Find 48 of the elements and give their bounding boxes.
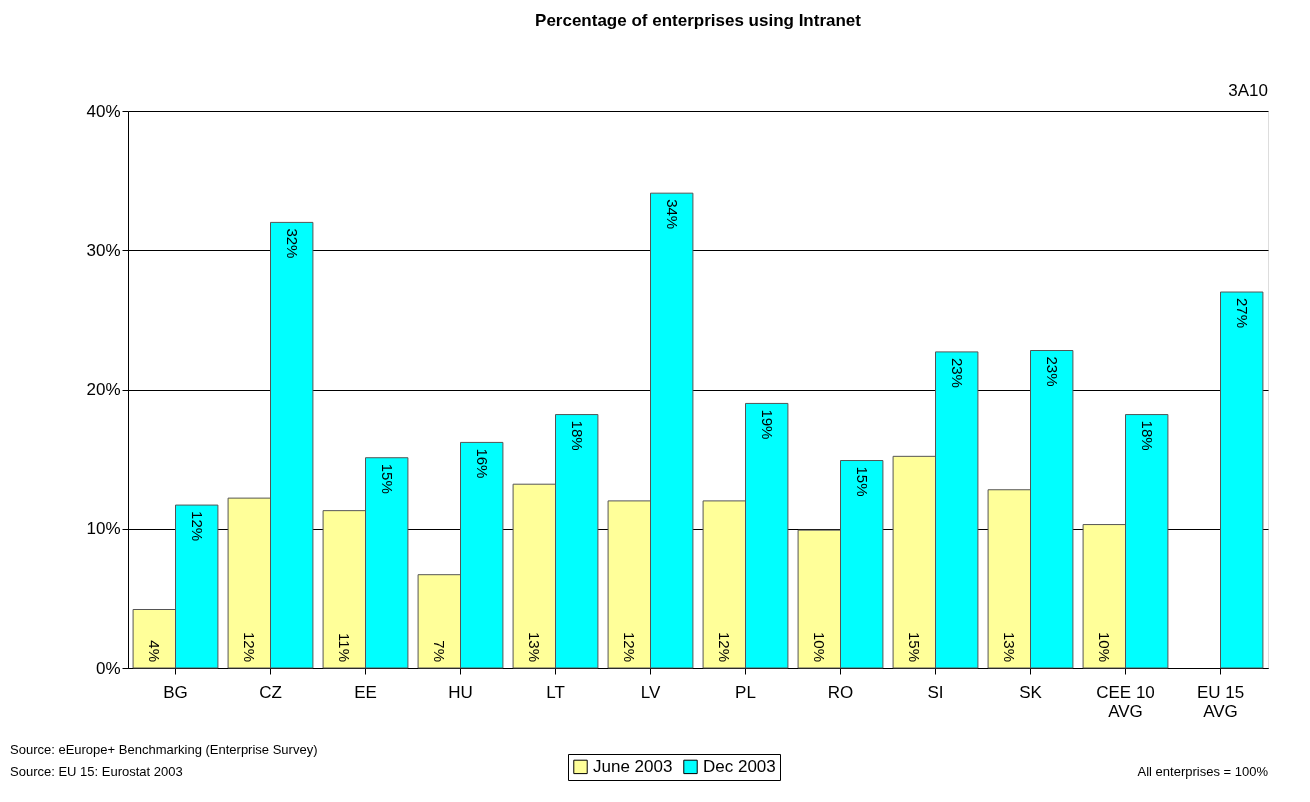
source-note: Source: eEurope+ Benchmarking (Enterprise Survey) — [10, 742, 318, 757]
x-tick-label: LT — [546, 682, 565, 702]
data-label: 4% — [146, 640, 164, 662]
data-label: 34% — [663, 199, 681, 230]
source-note: Source: EU 15: Eurostat 2003 — [10, 764, 183, 779]
data-label: 19% — [758, 409, 776, 440]
x-tick-label: EU 15 AVG — [1196, 682, 1245, 721]
bar — [1220, 291, 1264, 669]
legend-label: June 2003 — [593, 756, 673, 776]
data-label: 23% — [1043, 356, 1061, 387]
data-label: 10% — [811, 631, 829, 662]
y-tick-label: 0% — [95, 658, 121, 678]
data-label: 12% — [241, 631, 259, 662]
data-label: 11% — [336, 633, 354, 662]
data-label: 18% — [1138, 420, 1156, 451]
text: 3A10 — [1228, 81, 1268, 100]
x-tick-label: EE — [354, 682, 377, 702]
data-label: 18% — [568, 420, 586, 451]
x-tick-label: CEE 10 AVG — [1096, 682, 1155, 721]
data-label: 23% — [948, 357, 966, 388]
data-label: 16% — [473, 448, 491, 479]
x-tick-label: SK — [1019, 682, 1043, 702]
y-tick-label: 20% — [86, 380, 121, 399]
y-tick-label: 30% — [86, 240, 121, 260]
data-label: 27% — [1233, 298, 1251, 329]
chart-title: Percentage of enterprises using Intranet — [535, 11, 862, 30]
y-tick-label: 40% — [86, 101, 121, 121]
x-tick-label: RO — [827, 682, 854, 702]
text: All enterprises = 100% — [1137, 764, 1269, 779]
data-label: 32% — [283, 228, 301, 259]
data-label: 13% — [526, 631, 544, 662]
x-tick-label: LV — [640, 682, 661, 702]
x-tick-label: PL — [735, 682, 756, 702]
x-tick-label: HU — [448, 682, 473, 702]
data-label: 13% — [1001, 631, 1019, 662]
x-tick-label: SI — [927, 682, 944, 702]
data-label: 15% — [853, 466, 871, 497]
data-label: 10% — [1096, 631, 1114, 662]
x-tick-label: BG — [163, 682, 188, 702]
data-label: 12% — [621, 631, 639, 662]
data-label: 7% — [431, 640, 449, 662]
legend-label: Dec 2003 — [703, 756, 776, 776]
data-label: 15% — [378, 463, 396, 494]
x-tick-label: CZ — [259, 682, 282, 702]
y-tick-label: 10% — [86, 519, 121, 539]
data-label: 12% — [188, 511, 206, 542]
data-label: 12% — [716, 631, 734, 662]
data-label: 15% — [906, 631, 924, 662]
